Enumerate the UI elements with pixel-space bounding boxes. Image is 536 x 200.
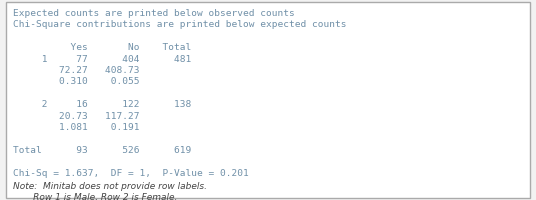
Text: 0.310    0.055: 0.310 0.055 [13, 77, 140, 86]
Text: Chi-Square contributions are printed below expected counts: Chi-Square contributions are printed bel… [13, 20, 347, 29]
Text: Total      93      526      619: Total 93 526 619 [13, 146, 192, 155]
Text: 1.081    0.191: 1.081 0.191 [13, 123, 140, 132]
Text: 20.73   117.27: 20.73 117.27 [13, 112, 140, 121]
Text: 1     77      404      481: 1 77 404 481 [13, 55, 192, 64]
Text: 2     16      122      138: 2 16 122 138 [13, 100, 192, 109]
Text: Row 1 is Male, Row 2 is Female.: Row 1 is Male, Row 2 is Female. [13, 193, 178, 200]
Text: Yes       No    Total: Yes No Total [13, 43, 192, 52]
Text: Note:  Minitab does not provide row labels.: Note: Minitab does not provide row label… [13, 182, 207, 191]
FancyBboxPatch shape [6, 2, 530, 198]
Text: Expected counts are printed below observed counts: Expected counts are printed below observ… [13, 9, 295, 18]
Text: 72.27   408.73: 72.27 408.73 [13, 66, 140, 75]
Text: Chi-Sq = 1.637,  DF = 1,  P-Value = 0.201: Chi-Sq = 1.637, DF = 1, P-Value = 0.201 [13, 169, 249, 178]
